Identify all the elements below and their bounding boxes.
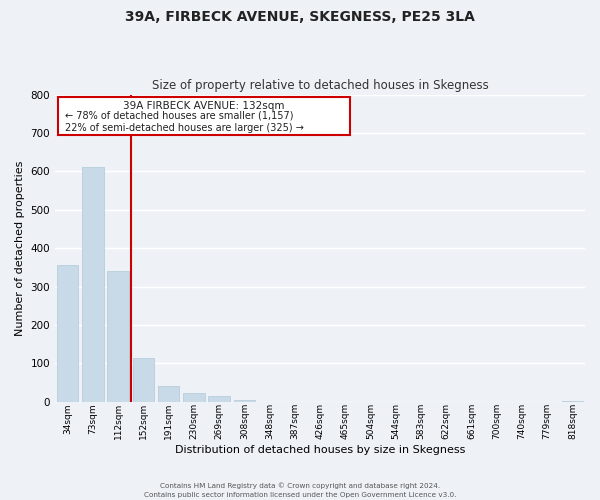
Text: 22% of semi-detached houses are larger (325) →: 22% of semi-detached houses are larger (… <box>65 124 304 134</box>
Text: 39A, FIRBECK AVENUE, SKEGNESS, PE25 3LA: 39A, FIRBECK AVENUE, SKEGNESS, PE25 3LA <box>125 10 475 24</box>
Title: Size of property relative to detached houses in Skegness: Size of property relative to detached ho… <box>152 79 488 92</box>
Bar <box>208 396 230 402</box>
Bar <box>57 266 79 402</box>
Text: Contains public sector information licensed under the Open Government Licence v3: Contains public sector information licen… <box>144 492 456 498</box>
Bar <box>183 393 205 402</box>
Text: 39A FIRBECK AVENUE: 132sqm: 39A FIRBECK AVENUE: 132sqm <box>123 101 284 111</box>
Text: ← 78% of detached houses are smaller (1,157): ← 78% of detached houses are smaller (1,… <box>65 110 293 120</box>
Text: Contains HM Land Registry data © Crown copyright and database right 2024.: Contains HM Land Registry data © Crown c… <box>160 482 440 489</box>
FancyBboxPatch shape <box>58 97 350 135</box>
Bar <box>82 167 104 402</box>
Bar <box>562 400 583 402</box>
Bar <box>133 358 154 402</box>
Bar <box>158 386 179 402</box>
Bar <box>233 400 255 402</box>
X-axis label: Distribution of detached houses by size in Skegness: Distribution of detached houses by size … <box>175 445 465 455</box>
Bar <box>107 271 129 402</box>
Y-axis label: Number of detached properties: Number of detached properties <box>15 160 25 336</box>
